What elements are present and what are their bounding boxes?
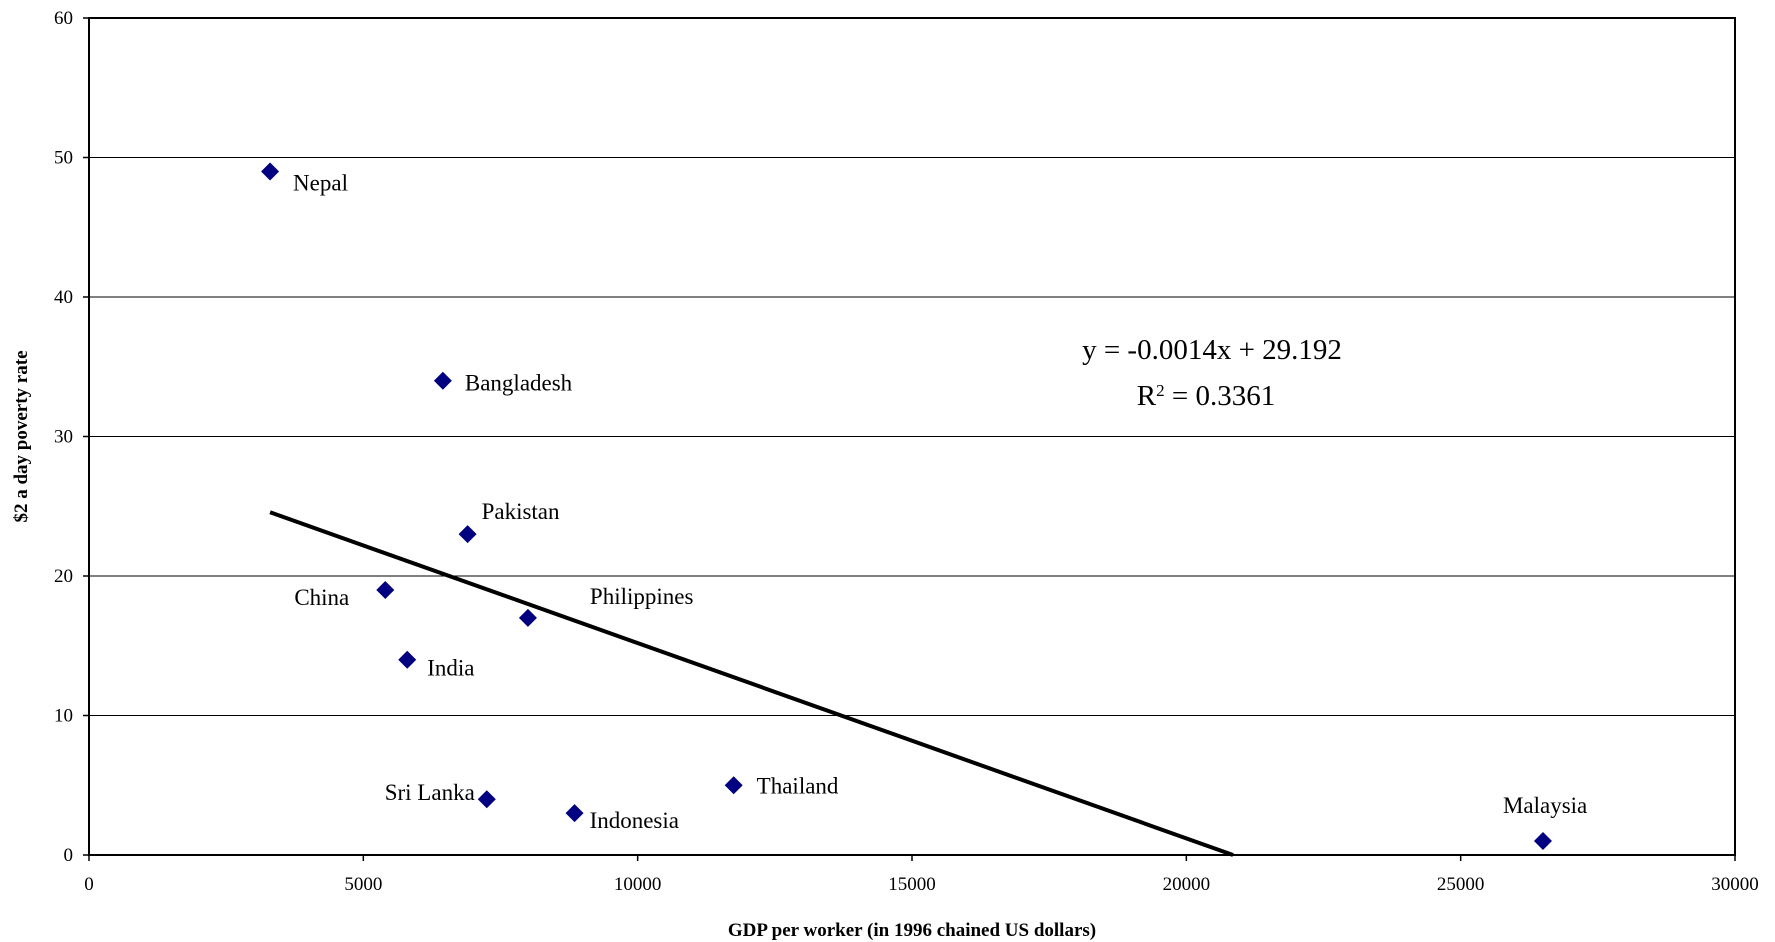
point-label-indonesia: Indonesia — [590, 808, 679, 833]
point-label-india: India — [427, 656, 474, 681]
trendline-equation: y = -0.0014x + 29.192 — [1082, 334, 1342, 366]
y-tick-label: 10 — [54, 706, 73, 727]
point-labels-layer: Nepal Bangladesh Pakistan China Philippines I… — [293, 170, 1587, 833]
y-tick-label: 0 — [64, 845, 74, 866]
data-point-india — [398, 650, 417, 669]
data-point-bangladesh — [433, 371, 452, 390]
y-axis: 0 10 20 30 40 50 60 — [54, 8, 89, 866]
points-layer — [261, 162, 1552, 851]
point-label-bangladesh: Bangladesh — [465, 371, 573, 396]
data-point-china — [376, 580, 395, 599]
x-tick-label: 30000 — [1711, 874, 1759, 895]
x-tick-label: 10000 — [614, 874, 662, 895]
y-tick-label: 60 — [54, 8, 73, 29]
x-tick-label: 0 — [84, 874, 94, 895]
r-squared-label: R2 = 0.3361 — [1137, 380, 1275, 412]
y-tick-label: 40 — [54, 287, 73, 308]
data-point-sri-lanka — [477, 790, 496, 809]
data-point-pakistan — [458, 525, 477, 544]
y-axis-title: $2 a day poverty rate — [11, 350, 32, 522]
point-label-sri-lanka: Sri Lanka — [385, 780, 475, 805]
point-label-pakistan: Pakistan — [482, 499, 560, 524]
data-point-nepal — [261, 162, 280, 181]
x-tick-label: 20000 — [1163, 874, 1211, 895]
point-label-malaysia: Malaysia — [1503, 793, 1587, 818]
y-tick-label: 20 — [54, 566, 73, 587]
data-point-indonesia — [565, 804, 584, 823]
trendline-layer — [269, 510, 1234, 857]
data-point-thailand — [724, 776, 743, 795]
data-point-philippines — [518, 608, 537, 627]
point-label-china: China — [294, 585, 349, 610]
trendline — [269, 510, 1234, 857]
grid-layer — [89, 157, 1735, 716]
y-tick-label: 50 — [54, 148, 73, 169]
x-tick-label: 5000 — [344, 874, 382, 895]
point-label-philippines: Philippines — [590, 584, 694, 609]
x-tick-label: 25000 — [1437, 874, 1485, 895]
x-axis: 0 5000 10000 15000 20000 25000 30000 — [84, 855, 1759, 895]
point-label-nepal: Nepal — [293, 170, 348, 195]
x-tick-label: 15000 — [888, 874, 936, 895]
y-tick-label: 30 — [54, 427, 73, 448]
data-point-malaysia — [1533, 832, 1552, 851]
x-axis-title: GDP per worker (in 1996 chained US dolla… — [728, 920, 1096, 941]
point-label-thailand: Thailand — [757, 773, 839, 798]
